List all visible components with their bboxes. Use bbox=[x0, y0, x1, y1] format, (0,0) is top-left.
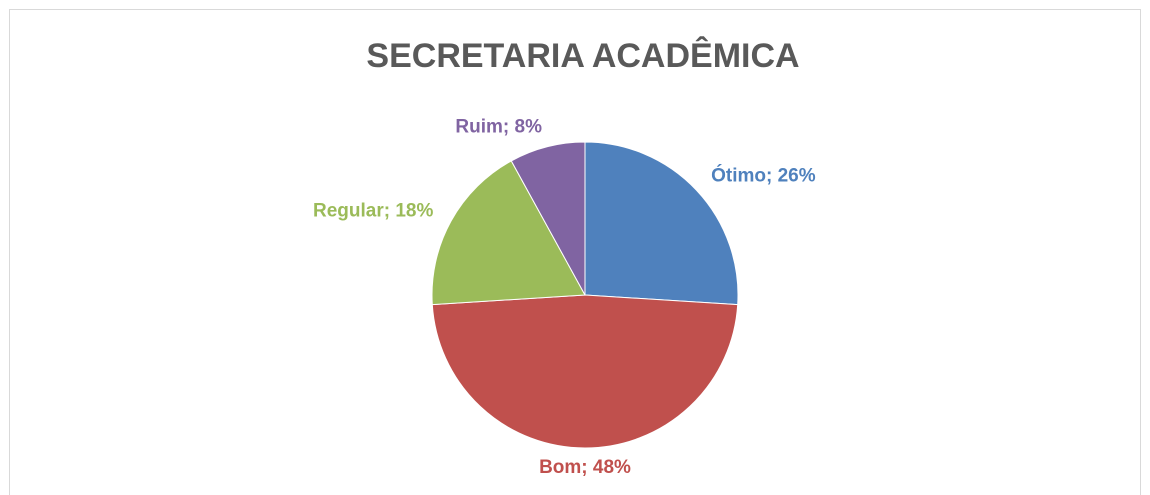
pie-slice bbox=[431, 160, 586, 306]
pie-slice bbox=[510, 141, 586, 296]
chart-title: SECRETARIA ACADÊMICA bbox=[366, 37, 799, 75]
pie-slice bbox=[431, 294, 739, 449]
data-label: Ruim; 8% bbox=[455, 116, 542, 137]
data-label: Bom; 48% bbox=[539, 457, 631, 478]
data-label: Regular; 18% bbox=[313, 201, 433, 222]
data-label: Ótimo; 26% bbox=[711, 165, 816, 187]
pie-slice bbox=[584, 141, 739, 306]
